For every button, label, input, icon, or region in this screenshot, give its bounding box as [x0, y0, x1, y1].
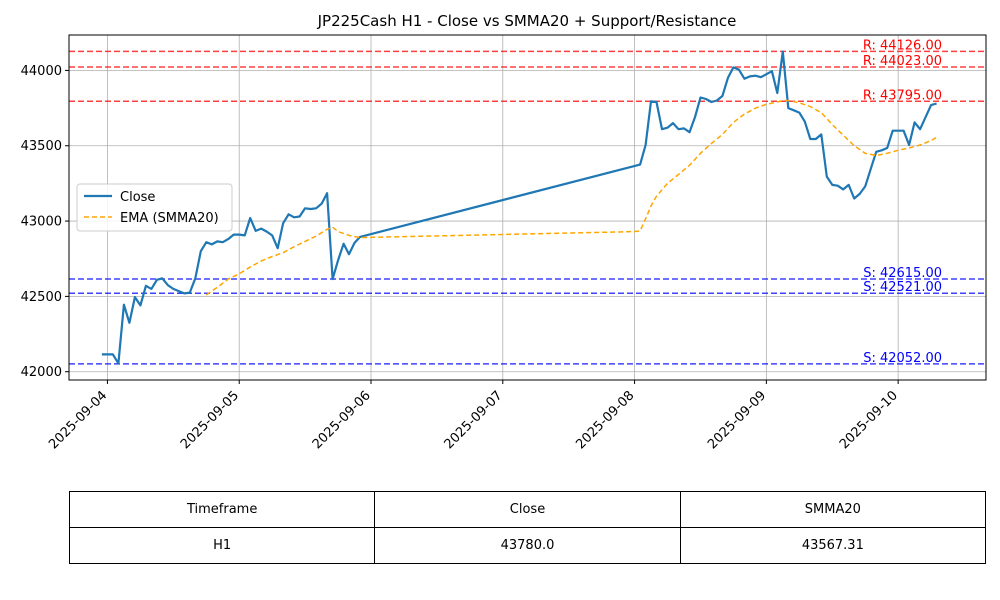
support-label: S: 42615.00	[863, 266, 942, 281]
table-cell-close: 43780.0	[374, 527, 681, 564]
table-header-cell: Close	[374, 491, 681, 528]
table-header-cell: SMMA20	[679, 491, 987, 528]
summary-table: Timeframe Close SMMA20 H1 43780.0 43567.…	[68, 491, 987, 564]
x-tick-label: 2025-09-04	[46, 388, 110, 452]
table-cell-timeframe: H1	[68, 527, 376, 564]
x-tick-label: 2025-09-07	[442, 388, 506, 452]
support-label: S: 42052.00	[863, 351, 942, 366]
resistance-label: R: 44126.00	[863, 38, 942, 53]
x-tick-label: 2025-09-09	[705, 388, 769, 452]
y-tick-label: 43000	[21, 215, 62, 230]
support-label: S: 42521.00	[863, 280, 942, 295]
y-tick-label: 42500	[21, 290, 62, 305]
resistance-label: R: 43795.00	[863, 88, 942, 103]
chart: JP225Cash H1 - Close vs SMMA20 + Support…	[21, 12, 987, 452]
x-tick-label: 2025-09-06	[310, 388, 374, 452]
legend: Close EMA (SMMA20)	[76, 183, 233, 232]
plot-frame	[68, 34, 987, 381]
close-series-line	[101, 50, 937, 365]
resistance-label: R: 44023.00	[863, 54, 942, 69]
legend-box	[76, 183, 233, 232]
series	[101, 50, 937, 365]
x-tick-label: 2025-09-10	[837, 388, 901, 452]
legend-smma-label: EMA (SMMA20)	[120, 211, 219, 226]
grid	[69, 35, 986, 380]
legend-close-label: Close	[120, 190, 155, 205]
x-tick-label: 2025-09-05	[178, 388, 242, 452]
table-row: H1 43780.0 43567.31	[68, 527, 987, 564]
table-header-cell: Timeframe	[68, 491, 376, 528]
table-cell-smma20: 43567.31	[679, 527, 987, 564]
x-tick-label: 2025-09-08	[573, 388, 637, 452]
support-resistance-lines: R: 44126.00R: 44023.00 R: 43795.00 S: 4261…	[69, 38, 986, 366]
y-tick-label: 43500	[21, 139, 62, 154]
y-tick-label: 42000	[21, 365, 62, 380]
chart-title: JP225Cash H1 - Close vs SMMA20 + Support…	[317, 12, 737, 30]
smma20-series-line	[205, 99, 937, 296]
y-tick-label: 44000	[21, 64, 62, 79]
table-header-row: Timeframe Close SMMA20	[68, 491, 987, 528]
axes: 2025-09-04 2025-09-05 2025-09-06 2025-09-07…	[21, 64, 901, 452]
